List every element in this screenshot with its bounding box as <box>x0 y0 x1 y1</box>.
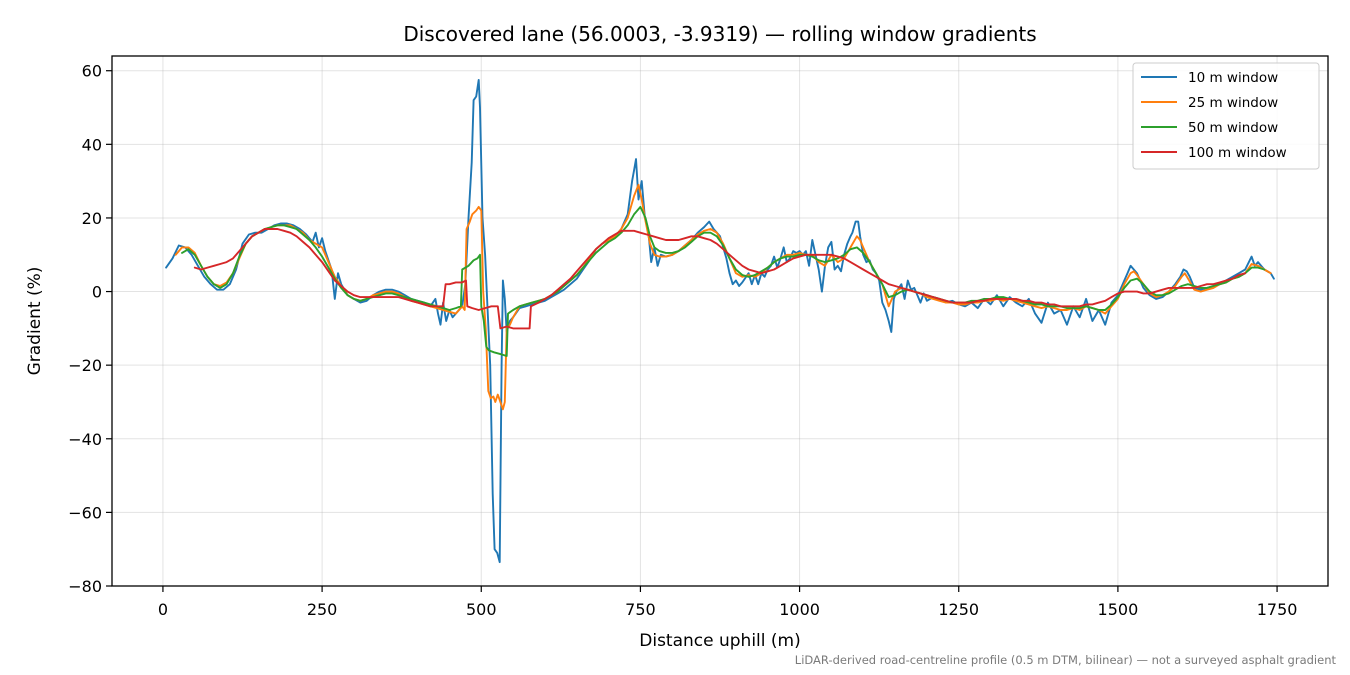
x-tick-label: 250 <box>307 600 338 619</box>
footnote: LiDAR-derived road-centreline profile (0… <box>795 653 1337 667</box>
y-tick-label: 20 <box>82 209 102 228</box>
legend: 10 m window 25 m window 50 m window 100 m w… <box>1132 62 1320 170</box>
y-tick-label: −20 <box>68 356 102 375</box>
y-tick-label: −60 <box>68 503 102 522</box>
x-tick-label: 1250 <box>938 600 979 619</box>
y-tick-label: −80 <box>68 577 102 596</box>
series-lines <box>165 78 1275 564</box>
plot-frame <box>111 55 1329 587</box>
legend-label: 10 m window <box>1188 70 1278 86</box>
x-tick-label: 750 <box>625 600 656 619</box>
legend-box <box>1132 62 1320 170</box>
y-tick-label: 40 <box>82 135 102 154</box>
x-axis-label: Distance uphill (m) <box>639 631 800 651</box>
y-tick-label: 60 <box>82 62 102 81</box>
legend-label: 100 m window <box>1188 145 1287 161</box>
x-tick-label: 1750 <box>1257 600 1298 619</box>
x-tick-label: 1500 <box>1098 600 1139 619</box>
x-tick-label: 1000 <box>779 600 820 619</box>
y-axis-label: Gradient (%) <box>25 267 45 376</box>
series-line-1 <box>165 78 1275 564</box>
y-tick-label: 0 <box>92 283 102 302</box>
legend-label: 50 m window <box>1188 120 1278 136</box>
x-tick-label: 500 <box>466 600 497 619</box>
legend-label: 25 m window <box>1188 95 1278 111</box>
series-line-2 <box>174 183 1272 411</box>
y-tick-label: −40 <box>68 430 102 449</box>
chart-title: Discovered lane (56.0003, -3.9319) — rol… <box>403 22 1036 46</box>
x-tick-label: 0 <box>158 600 168 619</box>
y-axis-ticks: −80 −60 −40 −20 0 20 40 60 <box>68 62 112 596</box>
x-axis-ticks: 0 250 500 750 1000 1250 1500 1750 <box>158 586 1298 619</box>
series-line-4 <box>193 228 1247 330</box>
